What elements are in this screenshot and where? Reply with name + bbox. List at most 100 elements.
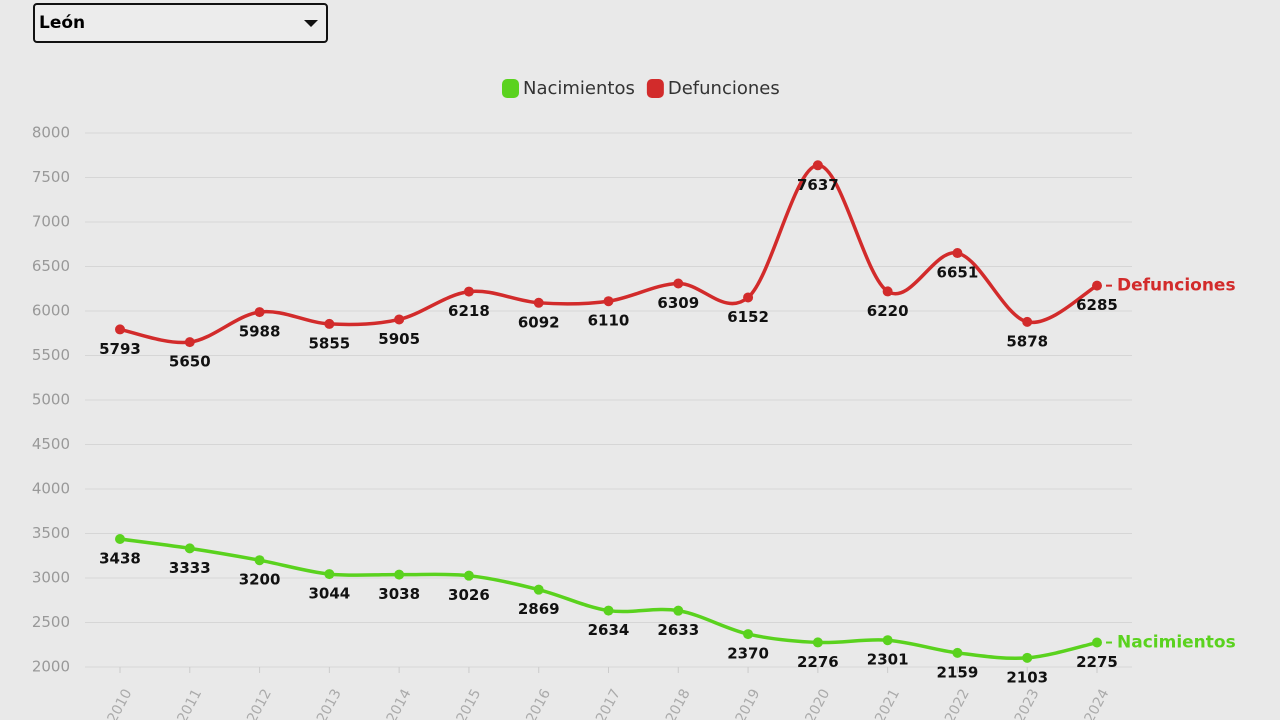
- x-tick-label: 2018: [663, 687, 694, 720]
- data-label: 6285: [1076, 296, 1118, 314]
- legend: Nacimientos Defunciones: [502, 78, 780, 99]
- data-label: 2159: [937, 663, 979, 681]
- y-tick-label: 3000: [32, 569, 70, 587]
- data-point: [952, 248, 963, 259]
- legend-swatch: [646, 79, 664, 98]
- data-label: 2633: [657, 621, 699, 639]
- data-label: 3333: [169, 559, 211, 577]
- data-point: [673, 605, 684, 616]
- data-point: [115, 324, 125, 335]
- data-point: [184, 337, 195, 348]
- x-tick-label: 2017: [593, 687, 624, 720]
- y-tick-label: 6500: [32, 257, 70, 275]
- province-dropdown[interactable]: León: [33, 3, 328, 43]
- data-point: [254, 555, 265, 566]
- data-point: [394, 314, 405, 325]
- data-point: [882, 286, 893, 297]
- data-label: 5905: [378, 330, 420, 348]
- data-label: 6220: [867, 302, 909, 320]
- y-tick-label: 7500: [32, 168, 70, 186]
- x-tick-label: 2019: [733, 687, 764, 720]
- data-point: [254, 307, 265, 318]
- data-label: 5650: [169, 353, 211, 371]
- y-tick-label: 5000: [32, 391, 70, 409]
- data-label: 2103: [1006, 668, 1048, 686]
- legend-label: Nacimientos: [523, 78, 635, 99]
- data-point: [882, 635, 893, 646]
- x-tick-label: 2023: [1012, 687, 1043, 720]
- data-point: [812, 160, 823, 171]
- data-label: 5878: [1006, 332, 1048, 350]
- data-point: [673, 278, 684, 289]
- data-point: [743, 629, 754, 640]
- series-end-label: Defunciones: [1117, 276, 1236, 296]
- x-tick-label: 2012: [244, 687, 275, 720]
- data-label: 6218: [448, 302, 490, 320]
- x-tick-label: 2010: [105, 687, 136, 720]
- data-point: [184, 543, 195, 554]
- data-label: 7637: [797, 176, 839, 194]
- x-tick-label: 2014: [384, 686, 415, 720]
- data-label: 3438: [99, 550, 141, 568]
- data-label: 5793: [99, 340, 141, 358]
- series-end-label: Nacimientos: [1117, 633, 1236, 653]
- x-tick-label: 2011: [174, 687, 205, 720]
- data-label: 2301: [867, 651, 909, 669]
- data-label: 3038: [378, 585, 420, 603]
- data-label: 6651: [937, 264, 979, 282]
- data-point: [463, 570, 474, 581]
- data-point: [603, 605, 614, 616]
- data-point: [952, 647, 963, 658]
- data-label: 2275: [1076, 653, 1118, 671]
- data-point: [324, 318, 335, 329]
- y-tick-label: 6000: [32, 302, 70, 320]
- data-label: 2869: [518, 600, 560, 618]
- data-point: [533, 584, 544, 595]
- dropdown-value: León: [39, 13, 86, 33]
- legend-swatch: [502, 79, 519, 98]
- series-line: [119, 537, 1098, 660]
- data-point: [115, 534, 125, 545]
- data-point: [812, 637, 823, 648]
- data-label: 3026: [448, 586, 490, 604]
- data-point: [743, 292, 754, 303]
- x-tick-label: 2021: [872, 687, 903, 720]
- data-label: 3200: [239, 571, 281, 589]
- data-label: 5988: [239, 323, 281, 341]
- y-tick-label: 4000: [32, 480, 70, 498]
- y-tick-label: 2500: [32, 613, 70, 631]
- data-point: [603, 296, 614, 307]
- data-point: [324, 569, 335, 580]
- y-tick-label: 2000: [32, 658, 70, 676]
- y-tick-label: 5500: [32, 346, 70, 364]
- legend-label: Defunciones: [668, 78, 780, 99]
- x-tick-label: 2015: [453, 687, 484, 720]
- y-tick-label: 7000: [32, 213, 70, 231]
- series-line: [119, 163, 1098, 345]
- dropdown-arrow: [304, 20, 318, 27]
- data-label: 6110: [588, 312, 630, 330]
- data-label: 2276: [797, 653, 839, 671]
- data-point: [1092, 637, 1102, 648]
- data-label: 3044: [308, 585, 350, 603]
- y-tick-label: 4500: [32, 435, 70, 453]
- data-point: [533, 297, 544, 308]
- x-tick-label: 2016: [523, 686, 554, 720]
- x-tick-label: 2020: [802, 687, 833, 720]
- data-label: 5855: [308, 334, 350, 352]
- x-tick-label: 2024: [1082, 686, 1113, 720]
- x-tick-label: 2022: [942, 687, 973, 720]
- x-tick-label: 2013: [314, 687, 345, 720]
- data-point: [463, 286, 474, 297]
- y-tick-label: 8000: [32, 124, 70, 142]
- data-label: 6092: [518, 313, 560, 331]
- data-point: [394, 569, 405, 580]
- y-tick-label: 3500: [32, 524, 70, 542]
- data-label: 6152: [727, 308, 769, 326]
- data-label: 2634: [588, 621, 630, 639]
- data-point: [1022, 316, 1033, 327]
- data-point: [1092, 280, 1102, 291]
- data-label: 2370: [727, 645, 769, 663]
